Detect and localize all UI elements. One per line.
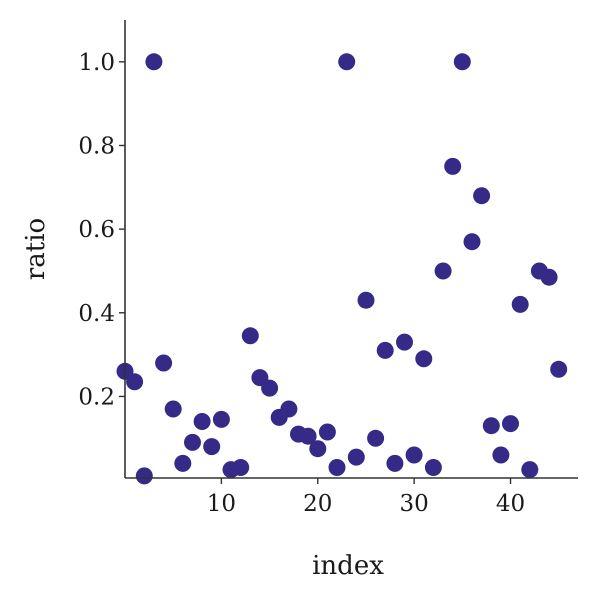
data-point xyxy=(338,53,356,71)
x-tick-label: 20 xyxy=(303,491,332,517)
data-point xyxy=(347,448,365,466)
data-point xyxy=(415,350,433,368)
data-point xyxy=(482,417,500,435)
data-point xyxy=(145,53,163,71)
y-tick-label: 0.4 xyxy=(78,301,115,327)
data-point xyxy=(386,454,404,472)
data-points xyxy=(116,53,568,485)
data-point xyxy=(473,187,491,205)
axes xyxy=(124,20,578,479)
data-point xyxy=(434,262,452,280)
data-point xyxy=(521,461,539,479)
y-tick-label: 0.8 xyxy=(78,133,115,159)
data-point xyxy=(367,429,385,447)
data-point xyxy=(396,333,413,351)
data-point xyxy=(135,467,153,485)
data-point xyxy=(540,268,558,286)
data-point xyxy=(280,400,298,418)
data-point xyxy=(299,427,317,445)
y-ticks: 0.2 0.4 0.6 0.8 1.0 xyxy=(78,50,125,410)
x-tick-label: 30 xyxy=(400,491,429,517)
data-point xyxy=(376,341,394,359)
data-point xyxy=(550,360,568,378)
data-point xyxy=(511,295,529,313)
y-tick-label: 0.6 xyxy=(78,217,115,243)
data-point xyxy=(453,53,471,71)
data-point xyxy=(212,410,230,428)
data-point xyxy=(184,433,201,451)
data-point xyxy=(155,354,173,372)
y-tick-label: 1.0 xyxy=(78,50,115,76)
x-tick-label: 40 xyxy=(496,491,525,517)
data-point xyxy=(164,400,182,418)
y-axis-label: ratio xyxy=(21,218,51,280)
y-tick-label: 0.2 xyxy=(78,384,115,410)
data-point xyxy=(424,459,442,476)
x-tick-label: 10 xyxy=(207,491,236,517)
data-point xyxy=(357,291,375,309)
data-point xyxy=(203,438,221,456)
data-point xyxy=(502,415,519,433)
data-point xyxy=(174,454,192,472)
data-point xyxy=(328,459,346,476)
data-point xyxy=(405,446,423,464)
data-point xyxy=(126,373,144,391)
data-point xyxy=(261,379,279,397)
data-point xyxy=(318,423,336,441)
data-point xyxy=(463,233,481,251)
x-axis-label: index xyxy=(312,551,384,581)
x-ticks: 10 20 30 40 xyxy=(207,478,525,517)
data-point xyxy=(444,157,462,175)
data-point xyxy=(232,459,250,476)
data-point xyxy=(193,413,211,430)
data-point xyxy=(309,440,327,458)
data-point xyxy=(492,446,510,464)
data-point xyxy=(241,327,259,345)
